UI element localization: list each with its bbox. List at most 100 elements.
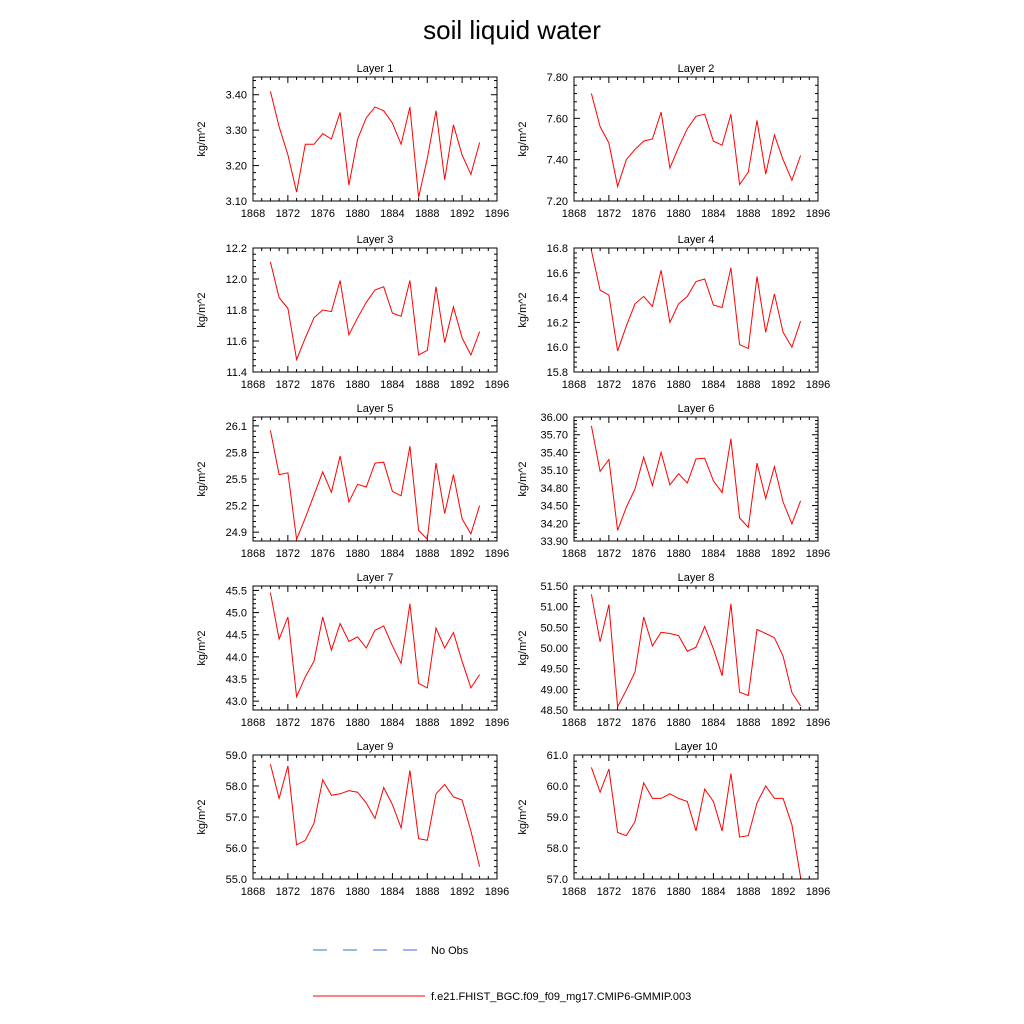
y-tick-label: 11.8 <box>226 305 247 317</box>
y-axis-label: kg/m^2 <box>517 121 529 156</box>
x-tick-label: 1868 <box>562 886 586 898</box>
x-tick-label: 1888 <box>736 886 760 898</box>
x-tick-label: 1888 <box>736 548 760 560</box>
panel-title: Layer 4 <box>678 234 715 246</box>
panel-title: Layer 1 <box>357 63 394 75</box>
x-tick-label: 1868 <box>241 717 265 729</box>
y-tick-label: 16.6 <box>547 268 568 280</box>
x-tick-label: 1872 <box>276 379 300 391</box>
plot-frame <box>573 416 819 542</box>
y-axis-label: kg/m^2 <box>517 461 529 496</box>
x-tick-label: 1868 <box>241 379 265 391</box>
y-tick-label: 12.0 <box>226 274 247 286</box>
y-tick-label: 61.0 <box>547 750 568 762</box>
x-tick-label: 1884 <box>380 886 404 898</box>
x-tick-label: 1876 <box>310 208 334 220</box>
y-tick-label: 51.50 <box>540 581 568 593</box>
x-tick-label: 1876 <box>631 886 655 898</box>
y-tick-label: 50.00 <box>540 643 568 655</box>
x-tick-label: 1872 <box>276 886 300 898</box>
y-tick-label: 49.00 <box>540 684 568 696</box>
y-tick-label: 25.8 <box>226 447 247 459</box>
series-line <box>590 594 802 709</box>
y-tick-label: 35.10 <box>540 465 568 477</box>
y-tick-label: 34.80 <box>540 483 568 495</box>
panel-title: Layer 8 <box>678 572 715 584</box>
x-tick-label: 1892 <box>450 548 474 560</box>
x-tick-label: 1896 <box>806 717 830 729</box>
y-tick-label: 58.0 <box>547 843 568 855</box>
x-tick-label: 1888 <box>736 717 760 729</box>
plot-frame <box>573 585 819 711</box>
x-tick-label: 1872 <box>597 886 621 898</box>
x-tick-label: 1892 <box>771 886 795 898</box>
x-tick-label: 1872 <box>276 717 300 729</box>
x-tick-label: 1884 <box>380 379 404 391</box>
x-tick-label: 1872 <box>276 208 300 220</box>
y-tick-label: 49.50 <box>540 664 568 676</box>
y-tick-label: 59.0 <box>226 750 247 762</box>
y-tick-label: 34.20 <box>540 518 568 530</box>
x-tick-label: 1896 <box>485 379 509 391</box>
y-tick-label: 35.70 <box>540 430 568 442</box>
x-tick-label: 1876 <box>310 379 334 391</box>
plot-frame <box>252 585 498 711</box>
x-tick-label: 1896 <box>806 886 830 898</box>
x-tick-label: 1876 <box>631 208 655 220</box>
y-tick-label: 26.1 <box>226 421 247 433</box>
y-axis-label: kg/m^2 <box>517 630 529 665</box>
y-tick-label: 34.50 <box>540 501 568 513</box>
x-tick-label: 1876 <box>631 379 655 391</box>
y-tick-label: 56.0 <box>226 843 247 855</box>
x-tick-label: 1876 <box>310 548 334 560</box>
x-tick-label: 1876 <box>631 717 655 729</box>
x-tick-label: 1880 <box>666 208 690 220</box>
x-tick-label: 1892 <box>771 379 795 391</box>
y-tick-label: 33.90 <box>540 536 568 548</box>
panel-layer-8: Layer 8 kg/m^2 1868 1872 1876 1880 1884 1888 189… <box>517 572 830 729</box>
figure-title: soil liquid water <box>423 15 601 45</box>
x-tick-label: 1868 <box>241 886 265 898</box>
y-tick-label: 51.00 <box>540 602 568 614</box>
panel-layer-7: Layer 7 kg/m^2 1868 1872 1876 1880 1884 1888 189… <box>196 572 509 729</box>
legend-label-no-obs: No Obs <box>431 945 469 957</box>
y-tick-label: 35.40 <box>540 447 568 459</box>
series-line <box>590 767 802 878</box>
x-tick-label: 1888 <box>736 379 760 391</box>
x-tick-label: 1892 <box>771 717 795 729</box>
x-tick-label: 1884 <box>380 717 404 729</box>
y-tick-label: 15.8 <box>547 367 568 379</box>
x-tick-label: 1896 <box>806 548 830 560</box>
series-line <box>269 91 481 198</box>
panel-layer-3: Layer 3 kg/m^2 1868 1872 1876 1880 1884 1888 189… <box>196 234 509 391</box>
y-tick-label: 44.0 <box>226 652 247 664</box>
y-tick-label: 7.60 <box>547 113 568 125</box>
series-line <box>590 93 802 189</box>
x-tick-label: 1868 <box>562 548 586 560</box>
plot-frame <box>573 247 819 373</box>
y-tick-label: 12.2 <box>226 243 247 255</box>
y-tick-label: 57.0 <box>226 812 247 824</box>
y-tick-label: 7.80 <box>547 72 568 84</box>
panel-title: Layer 2 <box>678 63 715 75</box>
panel-title: Layer 10 <box>675 741 718 753</box>
y-tick-label: 7.20 <box>547 196 568 208</box>
x-tick-label: 1896 <box>485 717 509 729</box>
x-tick-label: 1884 <box>380 208 404 220</box>
plot-frame <box>573 76 819 202</box>
y-tick-label: 57.0 <box>547 874 568 886</box>
x-tick-label: 1884 <box>701 379 725 391</box>
x-tick-label: 1880 <box>666 717 690 729</box>
series-line <box>590 425 802 531</box>
y-axis-label: kg/m^2 <box>196 630 208 665</box>
y-tick-label: 25.2 <box>226 501 247 513</box>
y-axis-label: kg/m^2 <box>196 292 208 327</box>
panel-title: Layer 3 <box>357 234 394 246</box>
x-tick-label: 1888 <box>736 208 760 220</box>
x-tick-label: 1888 <box>415 208 439 220</box>
x-tick-label: 1892 <box>450 717 474 729</box>
y-axis-label: kg/m^2 <box>196 121 208 156</box>
x-tick-label: 1868 <box>241 208 265 220</box>
y-axis-label: kg/m^2 <box>517 292 529 327</box>
x-tick-label: 1880 <box>345 717 369 729</box>
